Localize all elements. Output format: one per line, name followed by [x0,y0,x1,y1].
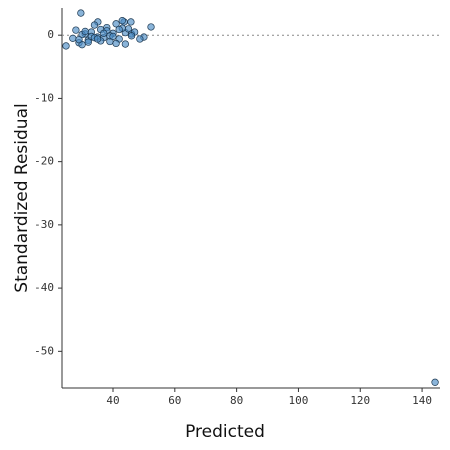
point [81,27,89,36]
point [112,39,120,48]
point [112,20,120,28]
x-tick-label: 100 [289,394,309,407]
y-tick-label: -10 [34,91,54,104]
point [121,40,130,48]
point [90,21,99,29]
point [136,35,144,43]
point [100,29,108,37]
x-tick-label: 60 [168,394,181,407]
x-tick-label: 140 [412,394,432,407]
point [93,35,102,43]
y-axis-label: Standardized Residual [12,103,32,292]
y-tick-label: -50 [34,344,54,357]
point [147,23,155,31]
point [431,378,439,386]
point [115,25,123,34]
point [77,9,85,17]
point [127,32,136,40]
point [62,42,70,50]
x-tick-label: 80 [230,394,243,407]
y-tick-label: -30 [34,218,54,231]
x-tick-label: 120 [350,394,370,407]
point [69,34,77,42]
point [127,18,135,26]
x-axis-label: Predicted [185,422,265,442]
y-tick-label: -40 [34,281,54,294]
point [109,32,117,41]
x-tick-label: 40 [106,394,119,407]
y-tick-label: 0 [47,28,54,41]
point [75,35,83,44]
y-tick-label: -20 [34,155,54,168]
point [72,26,80,34]
point [118,16,126,25]
point [84,38,92,46]
